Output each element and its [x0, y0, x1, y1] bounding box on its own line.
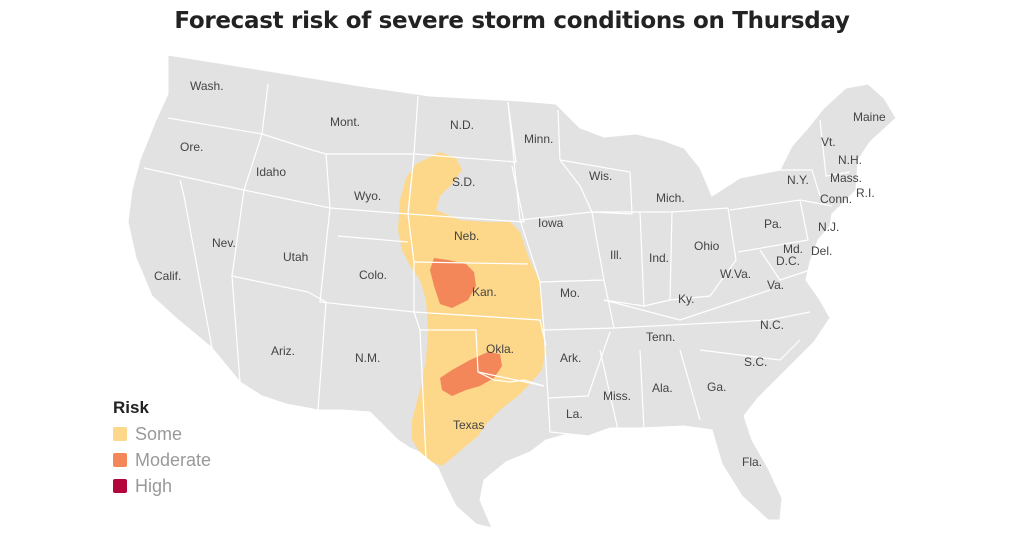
state-label-kan: Kan.	[472, 285, 497, 299]
state-label-mass: Mass.	[830, 171, 862, 185]
state-label-neb: Neb.	[454, 229, 479, 243]
legend-label-high: High	[135, 475, 173, 496]
state-label-nj: N.J.	[818, 220, 839, 234]
state-label-sd: S.D.	[452, 175, 475, 189]
state-label-wva: W.Va.	[720, 267, 751, 281]
legend-item-some: Some	[113, 421, 211, 447]
state-label-ri: R.I.	[856, 186, 875, 200]
state-label-miss: Miss.	[603, 389, 631, 403]
state-label-wis: Wis.	[589, 169, 612, 183]
state-label-nc: N.C.	[760, 318, 784, 332]
red-river-border	[477, 371, 545, 387]
state-label-ark: Ark.	[560, 351, 581, 365]
state-label-sc: S.C.	[744, 355, 767, 369]
legend-swatch-some	[113, 427, 127, 441]
state-label-ohio: Ohio	[694, 239, 720, 253]
risk-area-moderate-oklahoma	[440, 352, 502, 396]
state-label-nd: N.D.	[450, 118, 474, 132]
state-label-wash: Wash.	[190, 79, 224, 93]
legend-swatch-moderate	[113, 453, 127, 467]
state-label-utah: Utah	[283, 250, 308, 264]
state-label-maine: Maine	[853, 110, 886, 124]
map-title: Forecast risk of severe storm conditions…	[174, 8, 850, 34]
state-label-ind: Ind.	[649, 251, 669, 265]
legend-swatch-high	[113, 479, 127, 493]
state-label-vt: Vt.	[821, 135, 836, 149]
state-labels: Wash. Ore. Calif. Idaho Nev. Mont. Wyo. …	[154, 79, 886, 469]
state-label-mich: Mich.	[656, 191, 685, 205]
state-label-ore: Ore.	[180, 140, 203, 154]
legend-label-some: Some	[135, 423, 183, 444]
state-label-va: Va.	[767, 278, 784, 292]
state-label-la: La.	[566, 407, 583, 421]
state-label-calif: Calif.	[154, 269, 181, 283]
state-label-nev: Nev.	[212, 236, 236, 250]
state-label-tenn: Tenn.	[646, 330, 675, 344]
state-label-iowa: Iowa	[538, 216, 564, 230]
state-label-ala: Ala.	[652, 381, 673, 395]
state-label-wyo: Wyo.	[354, 189, 381, 203]
state-label-pa: Pa.	[764, 217, 782, 231]
state-label-dc: D.C.	[776, 254, 800, 268]
state-label-idaho: Idaho	[256, 165, 286, 179]
legend-title: Risk	[113, 398, 149, 417]
state-label-ky: Ky.	[678, 292, 694, 306]
state-label-nm: N.M.	[355, 351, 380, 365]
state-label-md: Md.	[783, 242, 803, 256]
state-label-ill: Ill.	[610, 248, 622, 262]
state-label-colo: Colo.	[359, 268, 387, 282]
state-label-del: Del.	[811, 244, 832, 258]
state-label-fla: Fla.	[742, 455, 762, 469]
legend-label-moderate: Moderate	[135, 449, 212, 470]
state-label-texas: Texas	[453, 418, 484, 432]
state-label-conn: Conn.	[820, 192, 852, 206]
state-label-ga: Ga.	[707, 380, 726, 394]
state-borders	[143, 83, 851, 461]
risk-area-some	[398, 152, 546, 466]
legend-item-high: High	[113, 473, 211, 499]
state-label-mont: Mont.	[330, 115, 360, 129]
risk-legend: Risk Some Moderate High	[113, 398, 211, 499]
state-label-nh: N.H.	[838, 153, 862, 167]
state-label-okla: Okla.	[486, 342, 514, 356]
state-label-ariz: Ariz.	[271, 344, 295, 358]
state-label-ny: N.Y.	[787, 173, 809, 187]
state-label-mo: Mo.	[560, 286, 580, 300]
state-label-minn: Minn.	[524, 132, 553, 146]
legend-item-moderate: Moderate	[113, 447, 211, 473]
risk-area-moderate-kansas	[430, 258, 476, 308]
